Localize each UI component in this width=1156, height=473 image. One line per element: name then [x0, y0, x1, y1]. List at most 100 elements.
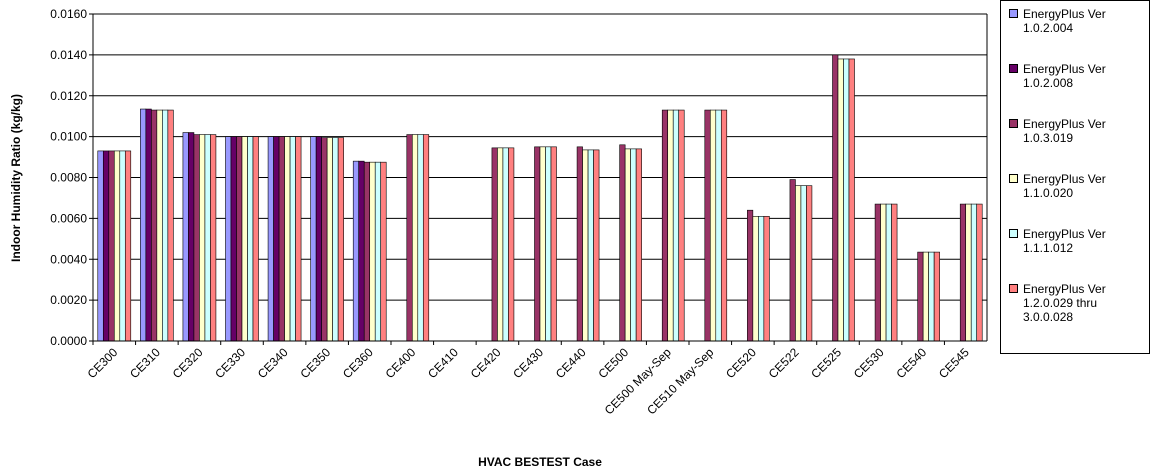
bar	[363, 161, 371, 342]
bar	[230, 136, 237, 342]
bar	[411, 134, 419, 342]
y-axis-title: Indoor Humidity Ratio (kg/kg)	[9, 94, 23, 262]
bar	[326, 137, 333, 342]
bar	[752, 216, 759, 342]
legend-item: EnergyPlus Ver 1.0.2.008	[1009, 62, 1145, 90]
bar	[97, 150, 104, 342]
bar	[188, 132, 195, 342]
y-tick-label: 0.0080	[50, 171, 87, 185]
bar	[337, 137, 344, 342]
x-tick-label: CE330	[212, 345, 248, 381]
bar	[151, 109, 158, 342]
bar	[965, 203, 972, 342]
bar	[119, 150, 126, 342]
bar	[976, 203, 983, 342]
legend: EnergyPlus Ver 1.0.2.004 EnergyPlus Ver 1…	[1000, 0, 1150, 354]
bar	[380, 161, 387, 342]
legend-swatch	[1009, 174, 1018, 183]
bar	[933, 251, 940, 342]
bar	[715, 109, 722, 342]
chart: Indoor Humidity Ratio (kg/kg) HVAC BESTE…	[9, 7, 988, 469]
bar	[539, 146, 546, 342]
legend-swatch	[1009, 64, 1018, 73]
x-tick-label: CE400	[383, 345, 419, 381]
x-tick-label: CE360	[340, 345, 376, 381]
bar	[709, 109, 717, 342]
bar	[832, 54, 839, 342]
x-tick-label: CE525	[808, 345, 844, 381]
bar	[672, 109, 680, 342]
bar	[247, 136, 254, 342]
bar	[970, 203, 978, 342]
bar	[162, 109, 169, 342]
bar	[182, 132, 189, 342]
legend-label: EnergyPlus Ver 1.1.0.020	[1023, 172, 1106, 200]
x-tick-label: CE545	[936, 345, 972, 381]
bar	[720, 109, 728, 342]
x-tick-label: CE310	[127, 345, 163, 381]
y-tick-label: 0.0100	[50, 130, 87, 144]
bar	[358, 160, 365, 342]
bar	[922, 251, 929, 342]
bar	[789, 179, 796, 342]
y-tick-label: 0.0120	[50, 89, 87, 103]
bar	[406, 134, 413, 342]
bar	[917, 251, 924, 342]
legend-label: EnergyPlus Ver 1.2.0.029 thru 3.0.0.028	[1023, 282, 1106, 324]
bar	[369, 161, 376, 342]
x-tick-label: CE500	[595, 345, 631, 381]
bar	[891, 203, 898, 342]
bar	[843, 58, 850, 342]
bar	[108, 150, 115, 342]
bar	[959, 203, 967, 342]
bar	[550, 146, 557, 342]
bar	[310, 136, 317, 342]
x-tick-label: CE520	[723, 345, 759, 381]
x-tick-label: CE420	[468, 345, 504, 381]
bar	[635, 148, 642, 342]
bar	[806, 185, 813, 342]
bar	[156, 109, 163, 342]
bar	[352, 160, 360, 342]
bar	[848, 58, 855, 342]
bar	[593, 149, 600, 342]
bar	[140, 108, 147, 342]
bar	[880, 203, 887, 342]
bar	[928, 251, 935, 342]
x-tick-label: CE440	[553, 345, 589, 381]
bar	[422, 134, 430, 342]
bar	[667, 109, 674, 342]
bar	[795, 185, 802, 342]
bar	[874, 203, 881, 342]
bar	[837, 58, 844, 342]
x-tick-label: CE350	[297, 345, 333, 381]
bar	[315, 136, 322, 342]
x-tick-label: CE540	[893, 345, 929, 381]
bar	[374, 161, 382, 342]
bar	[763, 216, 770, 342]
y-tick-label: 0.0140	[50, 48, 87, 62]
bar	[582, 149, 589, 342]
x-tick-label: CE430	[510, 345, 546, 381]
bar	[193, 134, 200, 342]
legend-label: EnergyPlus Ver 1.0.2.004	[1023, 7, 1106, 35]
legend-swatch	[1009, 284, 1018, 293]
bar	[204, 134, 211, 342]
bar	[747, 209, 754, 342]
legend-label: EnergyPlus Ver 1.0.3.019	[1023, 117, 1106, 145]
bar	[241, 136, 248, 342]
legend-item: EnergyPlus Ver 1.1.0.020	[1009, 172, 1145, 200]
legend-item: EnergyPlus Ver 1.2.0.029 thru 3.0.0.028	[1009, 282, 1145, 324]
bar	[273, 136, 280, 342]
bar	[284, 136, 291, 342]
bar	[704, 109, 711, 342]
bar	[678, 109, 685, 342]
legend-item: EnergyPlus Ver 1.0.2.004	[1009, 7, 1145, 35]
legend-label: EnergyPlus Ver 1.0.2.008	[1023, 62, 1106, 90]
legend-swatch	[1009, 119, 1018, 128]
x-tick-label: CE530	[851, 345, 887, 381]
legend-swatch	[1009, 9, 1018, 18]
x-tick-label: CE410	[425, 345, 461, 381]
y-tick-label: 0.0060	[50, 211, 87, 225]
